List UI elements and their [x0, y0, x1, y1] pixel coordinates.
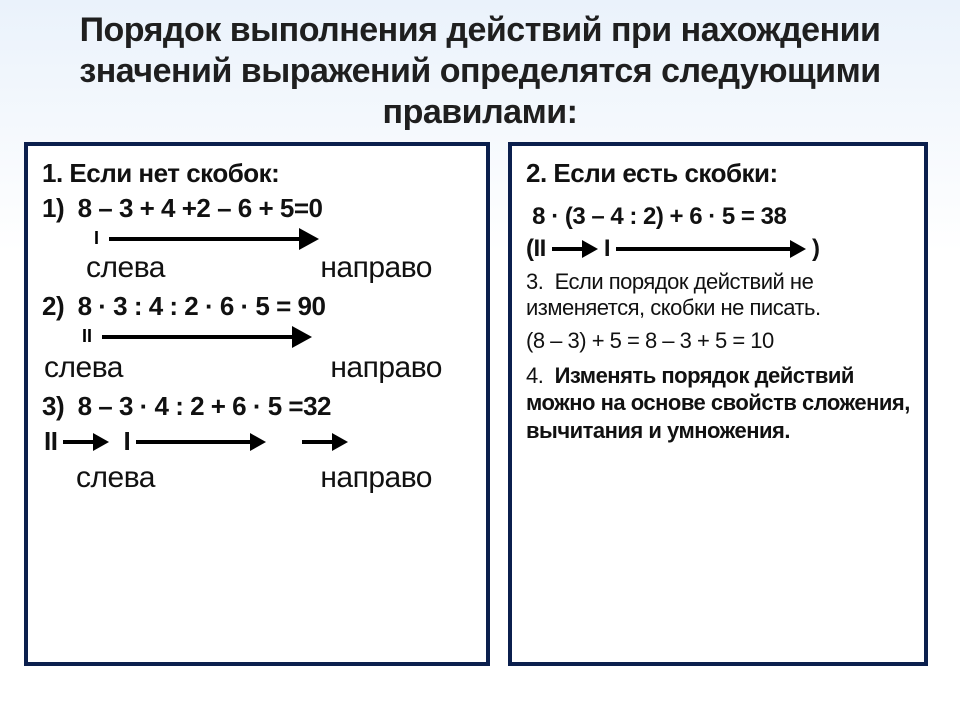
ex3-dir-right: направо — [320, 461, 432, 495]
rule4-num: 4. — [526, 363, 543, 388]
ex1-label: 1) — [42, 193, 64, 223]
rule4-text: Изменять порядок действий можно на основ… — [526, 363, 910, 443]
arrow-right-icon — [552, 243, 598, 255]
arrow-right-icon — [102, 330, 312, 344]
slide-title: Порядок выполнения действий при нахожден… — [35, 10, 925, 132]
ex3-expr-text: 8 – 3 · 4 : 2 + 6 · 5 =32 — [78, 391, 331, 421]
arrow-right-icon — [616, 243, 806, 255]
seq-i: I — [604, 235, 610, 263]
rule4: 4. Изменять порядок действий можно на ос… — [526, 362, 910, 445]
ex3-seq-row: II I — [42, 426, 472, 457]
right-expression: 8 · (3 – 4 : 2) + 6 · 5 = 38 — [526, 203, 910, 231]
ex3-roman-ii: II — [44, 426, 57, 457]
ex3-dir-left: слева — [76, 461, 155, 495]
slide: Порядок выполнения действий при нахожден… — [0, 0, 960, 720]
ex3-roman-i: I — [123, 426, 130, 457]
rule3-example: (8 – 3) + 5 = 8 – 3 + 5 = 10 — [526, 328, 910, 354]
rule3-text: Если порядок действий не изменяется, ско… — [526, 269, 821, 319]
ex2-expr-text: 8 · 3 : 4 : 2 · 6 · 5 = 90 — [78, 291, 326, 321]
panel-no-brackets: 1. Если нет скобок: 1) 8 – 3 + 4 +2 – 6 … — [24, 142, 490, 666]
arrow-right-icon — [136, 436, 266, 448]
arrow-right-icon — [302, 436, 348, 448]
ex1-roman: I — [94, 228, 99, 249]
panel-with-brackets: 2. Если есть скобки: 8 · (3 – 4 : 2) + 6… — [508, 142, 928, 666]
seq-close: ) — [812, 235, 820, 263]
arrow-right-icon — [63, 436, 109, 448]
left-heading: 1. Если нет скобок: — [42, 158, 472, 189]
ex1-direction: слева направо — [42, 251, 472, 285]
ex2-expression: 2) 8 · 3 : 4 : 2 · 6 · 5 = 90 — [42, 291, 472, 322]
rule3: 3. Если порядок действий не изменяется, … — [526, 269, 910, 320]
ex2-arrow-row: II — [42, 326, 472, 347]
ex3-expression: 3) 8 – 3 · 4 : 2 + 6 · 5 =32 — [42, 391, 472, 422]
right-heading: 2. Если есть скобки: — [526, 158, 910, 189]
ex1-dir-left: слева — [86, 251, 165, 285]
ex2-dir-left: слева — [44, 351, 123, 385]
arrow-right-icon — [109, 232, 319, 246]
ex2-direction: слева направо — [42, 351, 472, 385]
ex1-expression: 1) 8 – 3 + 4 +2 – 6 + 5=0 — [42, 193, 472, 224]
ex1-expr-text: 8 – 3 + 4 +2 – 6 + 5=0 — [78, 193, 323, 223]
ex2-roman: II — [82, 326, 92, 347]
ex1-dir-right: направо — [320, 251, 432, 285]
right-seq-row: (II I ) — [526, 235, 910, 263]
ex3-label: 3) — [42, 391, 64, 421]
ex2-dir-right: направо — [330, 351, 442, 385]
seq-open: (II — [526, 235, 546, 263]
ex2-label: 2) — [42, 291, 64, 321]
rule3-num: 3. — [526, 269, 543, 294]
columns: 1. Если нет скобок: 1) 8 – 3 + 4 +2 – 6 … — [24, 142, 936, 666]
ex1-arrow-row: I — [42, 228, 472, 249]
ex3-direction: слева направо — [42, 461, 472, 495]
right-expr-text: 8 · (3 – 4 : 2) + 6 · 5 = 38 — [532, 203, 786, 230]
